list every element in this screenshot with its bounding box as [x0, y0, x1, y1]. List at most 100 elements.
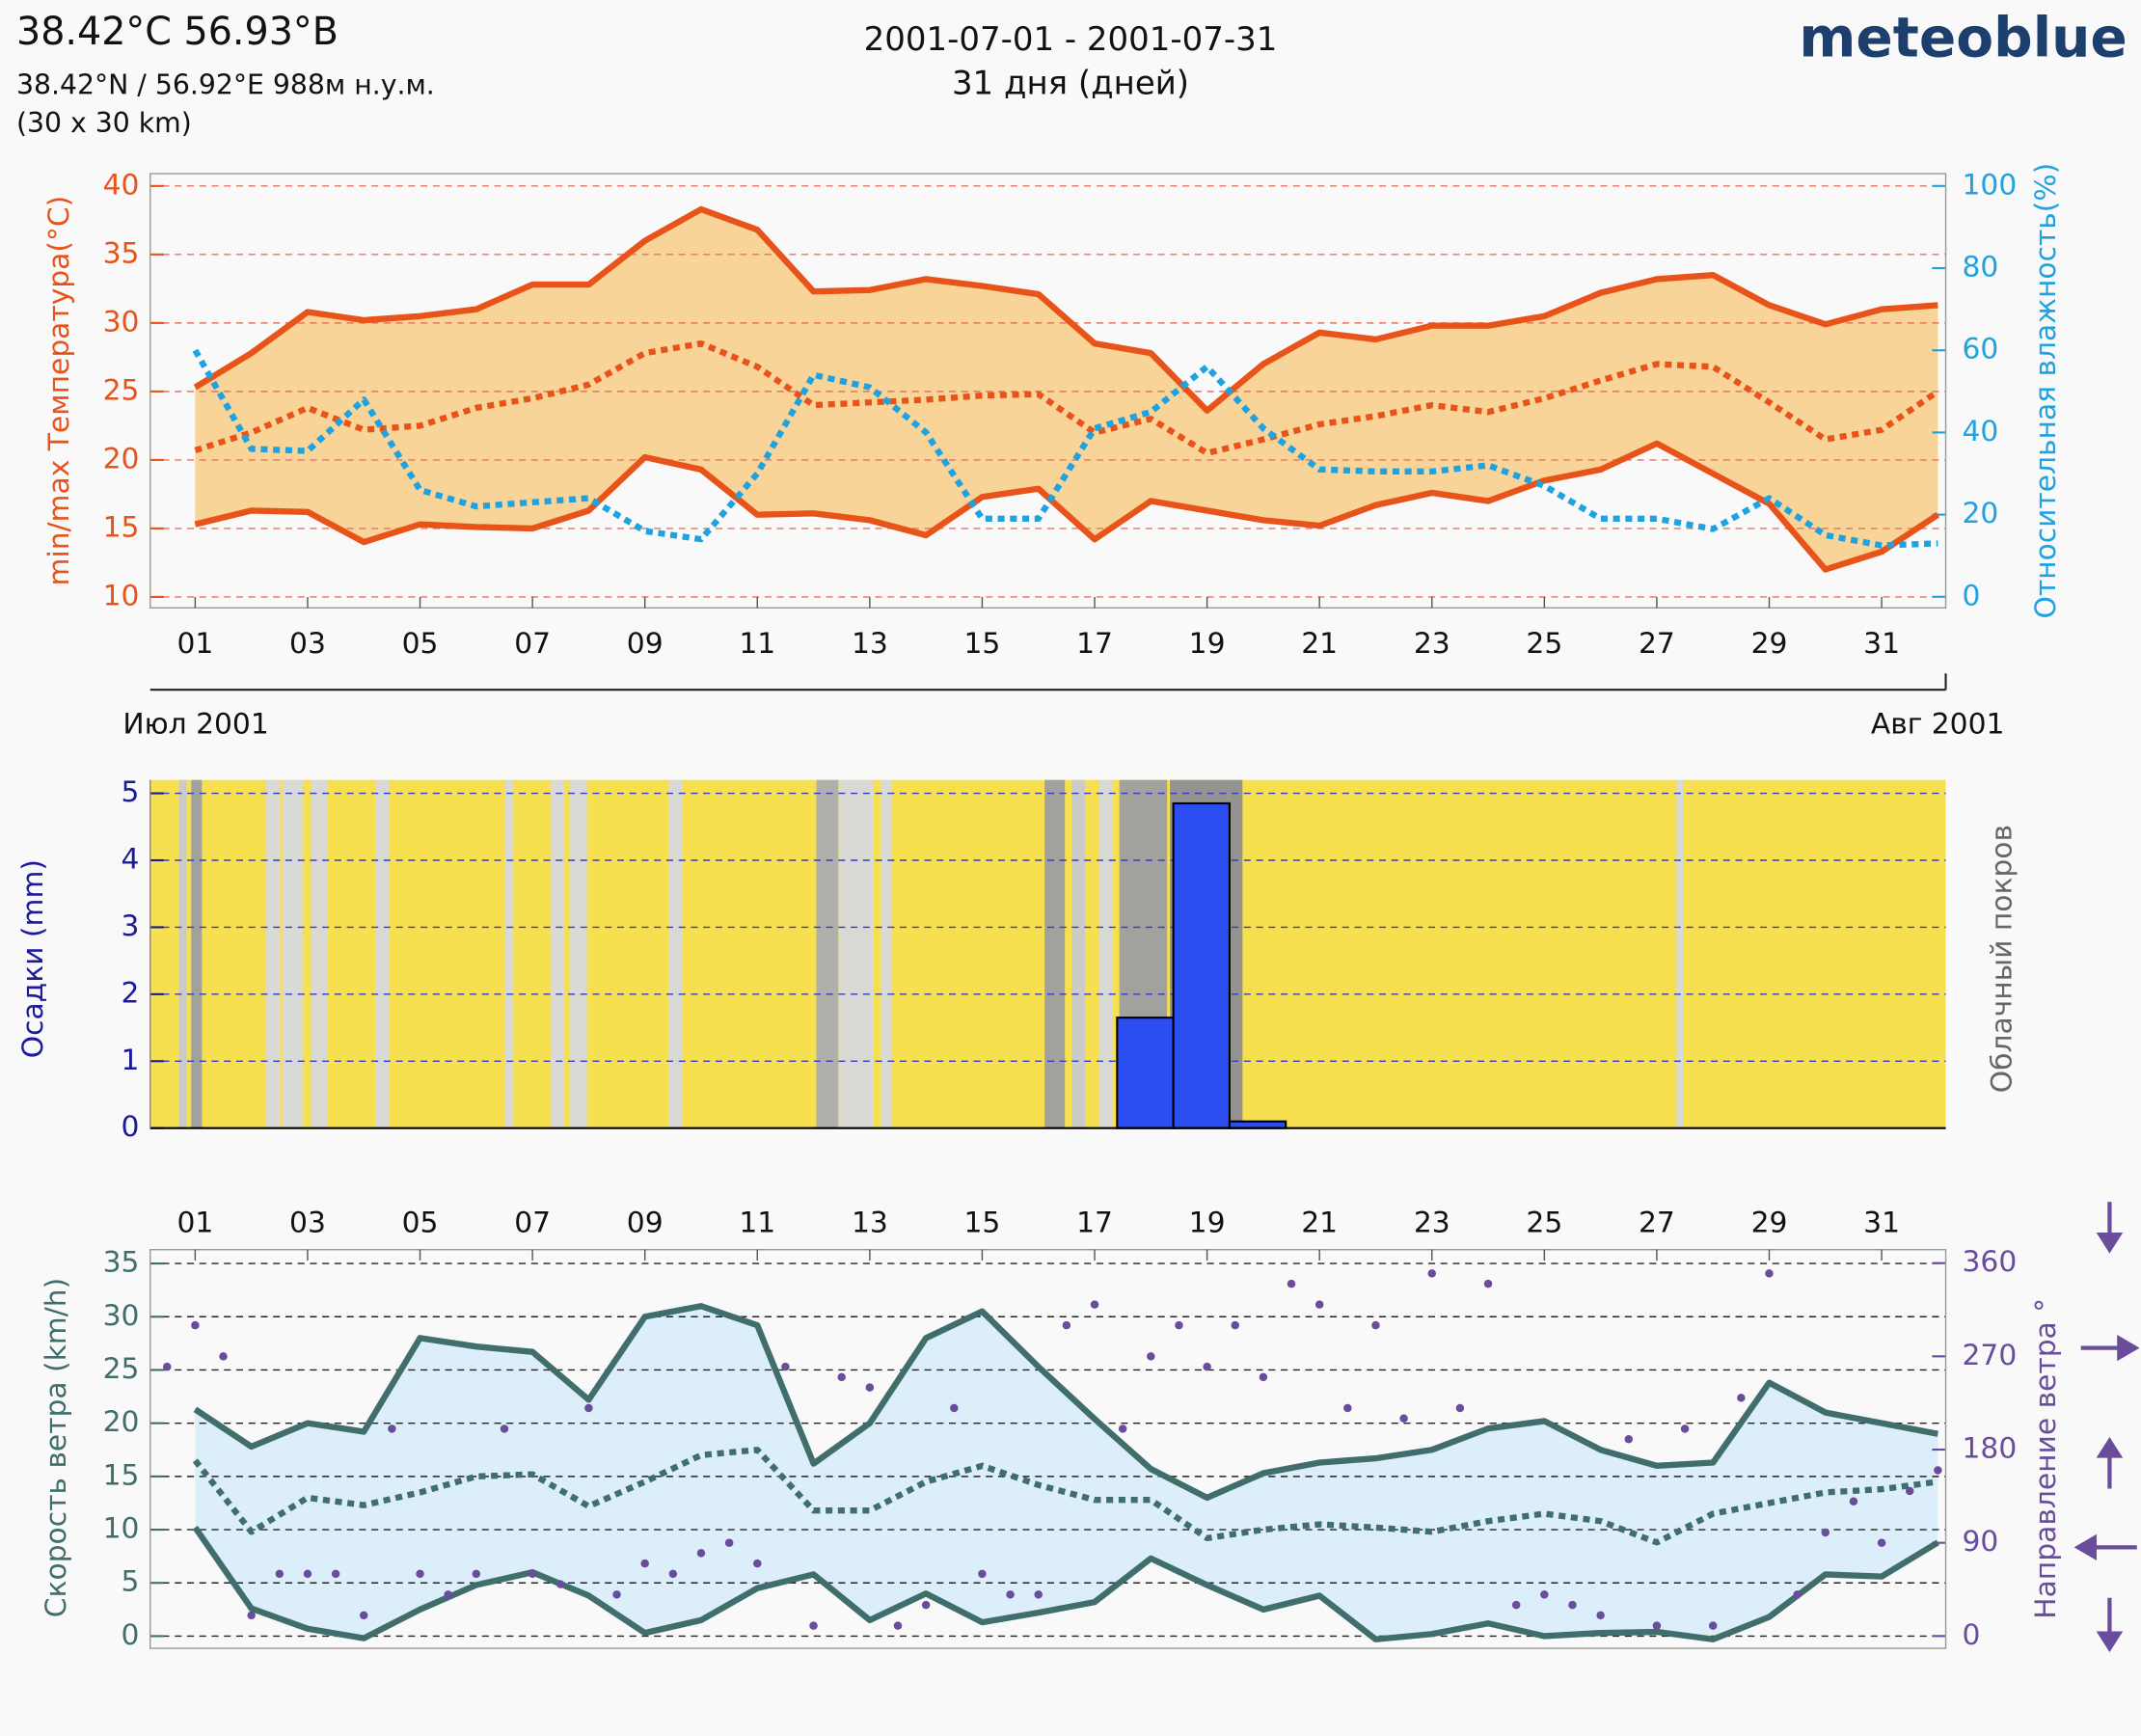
direction-point	[1118, 1424, 1127, 1433]
x-tick-label: 23	[1414, 627, 1450, 661]
range-band	[195, 1306, 1938, 1640]
direction-point	[1175, 1320, 1183, 1330]
y2-tick-label: 360	[1963, 1245, 2018, 1279]
cloud-stripe	[816, 779, 839, 1128]
x-tick-label: 19	[1189, 627, 1226, 661]
direction-point	[1034, 1590, 1043, 1599]
x-tick-label: 19	[1189, 1206, 1226, 1239]
x-tick-label: 01	[176, 1206, 213, 1239]
y-tick-label: 40	[103, 168, 140, 202]
direction-point	[1399, 1414, 1408, 1424]
range-band	[195, 208, 1938, 570]
direction-point	[275, 1569, 285, 1579]
cloud-stripe	[550, 779, 564, 1128]
arrow-head	[2096, 1631, 2124, 1653]
y-tick-label: 10	[103, 579, 140, 612]
x-tick-label: 13	[852, 1206, 888, 1239]
direction-point	[612, 1590, 621, 1599]
y2-axis-label: Облачный покров	[1986, 825, 2019, 1093]
direction-point	[331, 1569, 340, 1579]
direction-point	[1821, 1528, 1830, 1537]
y2-tick-label: 40	[1963, 415, 1999, 448]
direction-point	[528, 1569, 537, 1579]
arrow-head	[2096, 1233, 2124, 1254]
cloud-stripe	[265, 779, 281, 1128]
cloud-stripe	[282, 779, 304, 1128]
x-tick-label: 09	[627, 627, 664, 661]
y2-tick-label: 180	[1963, 1432, 2018, 1466]
cloud-stripe	[1071, 779, 1086, 1128]
x-tick-label: 09	[627, 1206, 664, 1239]
y2-tick-label: 90	[1963, 1525, 1999, 1559]
direction-point	[1371, 1320, 1380, 1330]
x-tick-label: 21	[1301, 627, 1338, 661]
line	[193, 1303, 1938, 1502]
x-tick-label: 25	[1526, 1206, 1562, 1239]
direction-point	[1708, 1621, 1718, 1630]
direction-point	[1624, 1435, 1634, 1444]
y-tick-label: 20	[103, 1405, 140, 1439]
precip-bar	[1116, 1017, 1175, 1129]
y-tick-label: 1	[121, 1044, 139, 1077]
direction-point	[640, 1559, 649, 1568]
direction-point	[1062, 1320, 1071, 1330]
direction-point	[696, 1549, 706, 1558]
direction-point	[1147, 1352, 1155, 1361]
x-tick-label: 07	[514, 1206, 551, 1239]
y-tick-label: 20	[103, 442, 140, 475]
y-tick-label: 0	[121, 1618, 139, 1652]
cloud-stripe	[178, 779, 187, 1128]
cloud-stripe	[569, 779, 587, 1128]
direction-point	[865, 1383, 875, 1392]
precip-bar	[1172, 801, 1231, 1129]
y2-tick-label: 100	[1963, 168, 2018, 202]
direction-point	[1905, 1486, 1914, 1496]
direction-point	[1849, 1497, 1858, 1505]
direction-point	[1259, 1372, 1268, 1382]
direction-point	[500, 1424, 509, 1433]
direction-point	[1877, 1538, 1886, 1547]
x-tick-label: 31	[1863, 627, 1900, 661]
y-tick-label: 25	[103, 373, 140, 407]
y-tick-label: 30	[103, 1299, 140, 1333]
x-tick-label: 29	[1751, 1206, 1788, 1239]
y-tick-label: 3	[121, 909, 139, 943]
cloud-stripe	[375, 779, 390, 1128]
cloud-stripe	[1676, 779, 1684, 1128]
direction-point	[1652, 1621, 1662, 1630]
y-tick-label: 35	[103, 236, 140, 270]
direction-point	[1287, 1279, 1296, 1288]
direction-point	[809, 1621, 818, 1630]
y2-tick-label: 20	[1963, 497, 1999, 530]
arrow-head	[2117, 1335, 2140, 1362]
mean-line	[192, 1447, 1938, 1546]
direction-point	[1765, 1269, 1774, 1278]
x-tick-label: 03	[289, 627, 326, 661]
period: 2001-07-01 - 2001-07-31	[864, 20, 1278, 59]
y-tick-label: 15	[103, 1458, 140, 1492]
cloud-stripe	[1098, 779, 1113, 1128]
direction-point	[162, 1362, 172, 1371]
cloud-stripe	[191, 779, 203, 1128]
y-tick-label: 4	[121, 842, 139, 876]
location-title: 38.42°C 56.93°B	[16, 10, 339, 54]
direction-point	[1934, 1466, 1942, 1475]
y-axis-label: Осадки (mm)	[16, 859, 50, 1058]
direction-point	[1680, 1424, 1690, 1433]
cloud-stripe	[504, 779, 514, 1128]
x-tick-label: 27	[1639, 1206, 1675, 1239]
x-tick-label: 17	[1076, 627, 1113, 661]
y-tick-label: 25	[103, 1352, 140, 1386]
direction-point	[753, 1559, 762, 1568]
direction-point	[1203, 1362, 1211, 1371]
direction-point	[893, 1621, 903, 1630]
coordinates: 38.42°N / 56.92°E 988м н.у.м.	[16, 68, 435, 100]
y2-tick-label: 60	[1963, 333, 1999, 366]
direction-point	[1314, 1300, 1324, 1309]
x-tick-label: 07	[514, 627, 551, 661]
direction-point	[1455, 1403, 1465, 1413]
direction-point	[724, 1538, 734, 1547]
mean-line	[192, 348, 1938, 549]
